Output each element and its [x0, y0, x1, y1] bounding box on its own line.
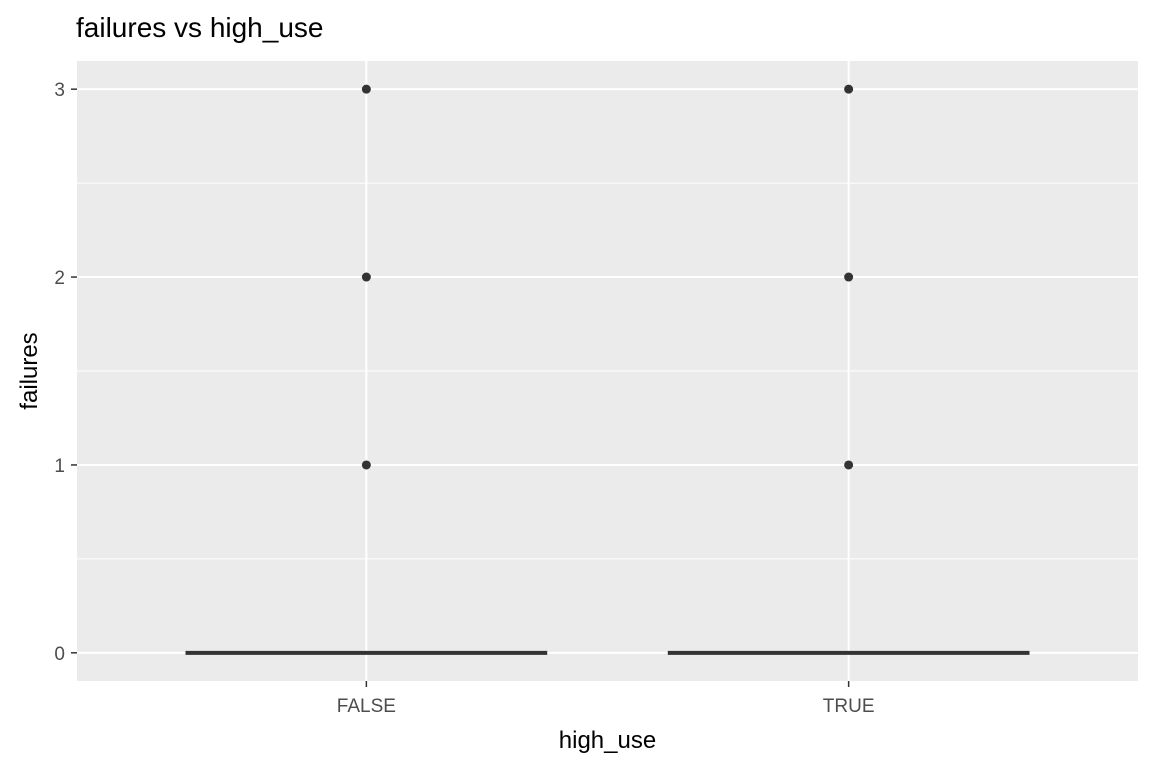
x-axis: FALSE TRUE — [337, 681, 875, 717]
outlier-point — [844, 84, 854, 94]
grid-minor — [77, 182, 1138, 560]
outlier-point — [844, 460, 854, 470]
x-tick-label: FALSE — [337, 696, 396, 717]
outlier-point — [844, 272, 854, 282]
y-tick-label: 2 — [54, 268, 65, 289]
chart-title: failures vs high_use — [76, 12, 324, 43]
outlier-point — [361, 84, 371, 94]
y-axis: 0 1 2 3 — [54, 80, 77, 665]
y-tick-label: 3 — [54, 80, 65, 101]
y-tick-label: 1 — [54, 456, 65, 477]
outlier-points — [361, 84, 854, 470]
y-axis-title: failures — [16, 332, 43, 409]
x-axis-title: high_use — [559, 727, 656, 754]
x-tick-label: TRUE — [823, 696, 875, 717]
y-tick-label: 0 — [54, 644, 65, 665]
outlier-point — [361, 272, 371, 282]
outlier-point — [361, 460, 371, 470]
